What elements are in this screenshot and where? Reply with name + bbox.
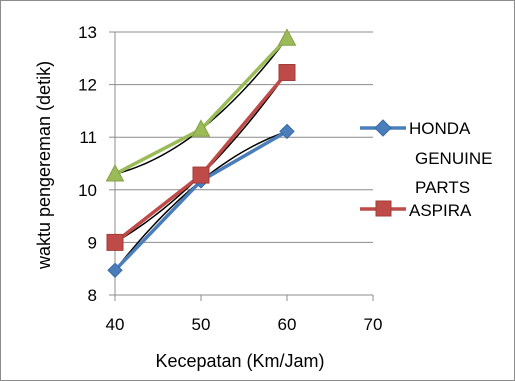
y-tick-label: 11	[79, 128, 97, 147]
data-point-series-3	[277, 28, 297, 46]
data-point-series-3	[191, 119, 211, 137]
data-point-aspira	[192, 166, 210, 184]
data-point-aspira	[278, 64, 296, 82]
x-tick-label: 70	[364, 315, 383, 334]
series-line-honda	[113, 129, 288, 272]
x-axis-title: Kecepatan (Km/Jam)	[155, 351, 324, 371]
legend-label-honda-line-1: HONDA	[409, 119, 471, 138]
legend-entry-honda: HONDA GENUINE PARTS	[360, 119, 492, 197]
legend-label-aspira: ASPIRA	[409, 201, 472, 220]
data-point-honda	[107, 262, 123, 278]
legend: HONDA GENUINE PARTS ASPIRA	[360, 119, 492, 220]
y-tick-label: 12	[78, 76, 97, 95]
axes	[109, 31, 374, 301]
series-lines	[113, 37, 289, 272]
data-point-aspira	[106, 233, 124, 251]
data-point-honda	[279, 123, 295, 140]
y-axis-title: waktu pengereman (detik)	[34, 61, 54, 270]
x-tick-labels: 40 50 60 70	[106, 315, 383, 334]
y-tick-labels: 8 9 10 11 12 13	[78, 23, 97, 305]
series-markers	[105, 28, 297, 278]
y-tick-label: 8	[88, 286, 97, 305]
gridlines	[115, 31, 373, 243]
data-point-series-3	[105, 163, 125, 182]
y-tick-label: 10	[78, 181, 97, 200]
legend-swatch-aspira-marker	[375, 200, 392, 217]
y-tick-label: 9	[88, 233, 97, 252]
legend-entry-aspira: ASPIRA	[360, 200, 472, 220]
y-tick-label: 13	[78, 23, 97, 42]
legend-swatch-honda-marker	[374, 119, 392, 137]
x-tick-label: 60	[278, 315, 297, 334]
x-tick-label: 50	[192, 315, 211, 334]
x-tick-label: 40	[106, 315, 125, 334]
legend-label-honda-line-3: PARTS	[415, 178, 470, 197]
series-line-aspira	[113, 71, 289, 244]
trendlines	[114, 37, 288, 271]
trendline-aspira	[114, 72, 288, 244]
legend-label-honda-line-2: GENUINE	[415, 149, 492, 168]
trendline-honda	[114, 130, 288, 271]
